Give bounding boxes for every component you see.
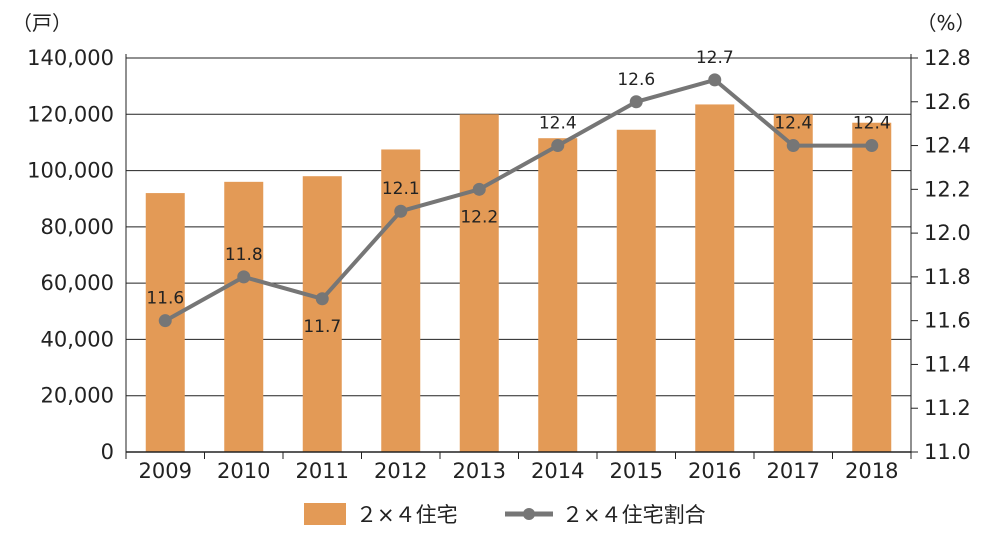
y-left-tick-label: 20,000 <box>41 384 114 408</box>
y-right-tick-label: 12.8 <box>924 46 971 70</box>
x-tick-label: 2015 <box>610 459 663 483</box>
x-tick-label: 2018 <box>845 459 898 483</box>
y-left-tick-label: 140,000 <box>27 46 114 70</box>
x-tick-label: 2016 <box>688 459 741 483</box>
line-point-2010 <box>237 270 251 284</box>
legend-line-label: ２×４住宅割合 <box>562 503 706 527</box>
line-point-2016 <box>708 73 722 87</box>
y-left-tick-label: 80,000 <box>41 215 114 239</box>
bar-2017 <box>773 114 813 453</box>
data-label-2015: 12.6 <box>617 70 655 90</box>
right-y-tick-labels: 11.0 11.2 11.4 11.6 11.8 12.0 12.2 12.4 12.6 12.8 <box>924 46 971 464</box>
line-point-2009 <box>158 314 172 328</box>
data-label-2018: 12.4 <box>853 114 891 134</box>
y-right-tick-label: 11.6 <box>924 309 971 333</box>
line-series <box>158 73 879 328</box>
data-label-2012: 12.1 <box>382 179 420 199</box>
bar-2012 <box>381 149 421 452</box>
data-labels: 11.6 11.8 11.7 12.1 12.2 12.4 12.6 12.7 12.4 12.4 <box>146 48 890 337</box>
line-point-2015 <box>629 95 643 109</box>
y-right-tick-label: 11.2 <box>924 396 971 420</box>
bar-2013 <box>459 114 499 453</box>
y-left-tick-label: 100,000 <box>27 159 114 183</box>
x-tick-label: 2011 <box>296 459 349 483</box>
bar-2014 <box>538 138 578 452</box>
y-left-tick-label: 0 <box>101 440 114 464</box>
line-point-2012 <box>394 204 408 218</box>
line-point-2018 <box>865 139 879 153</box>
line-point-2014 <box>551 139 565 153</box>
x-tick-label: 2017 <box>767 459 820 483</box>
bar-2015 <box>616 129 656 452</box>
data-label-2017: 12.4 <box>774 114 812 134</box>
line-point-2017 <box>786 139 800 153</box>
line-point-2013 <box>472 182 486 196</box>
y-left-tick-label: 120,000 <box>27 102 114 126</box>
data-label-2016: 12.7 <box>696 48 734 68</box>
legend-bar-label: ２×４住宅 <box>356 503 458 527</box>
x-tick-labels: 2009 2010 2011 2012 2013 2014 2015 2016 2017 2018 <box>139 459 899 483</box>
x-tick-label: 2009 <box>139 459 192 483</box>
x-tick-label: 2012 <box>374 459 427 483</box>
x-tick-label: 2014 <box>531 459 584 483</box>
y-right-tick-label: 12.0 <box>924 221 971 245</box>
data-label-2011: 11.7 <box>303 317 341 337</box>
bar-2010 <box>224 181 264 453</box>
y-right-tick-label: 12.6 <box>924 90 971 114</box>
line-path <box>164 77 872 323</box>
legend-line-marker <box>523 508 535 520</box>
right-axis-unit: （%） <box>916 11 975 35</box>
y-right-tick-label: 12.2 <box>924 177 971 201</box>
y-right-tick-label: 12.4 <box>924 134 971 158</box>
data-label-2009: 11.6 <box>146 289 184 309</box>
axes <box>125 54 918 459</box>
bar-2011 <box>302 176 342 452</box>
y-right-tick-label: 11.8 <box>924 265 971 289</box>
y-left-tick-label: 40,000 <box>41 327 114 351</box>
data-label-2013: 12.2 <box>460 207 498 227</box>
data-label-2010: 11.8 <box>225 245 263 265</box>
y-right-tick-label: 11.4 <box>924 352 971 376</box>
y-left-tick-label: 60,000 <box>41 271 114 295</box>
x-tick-label: 2013 <box>453 459 506 483</box>
left-y-tick-labels: 0 20,000 40,000 60,000 80,000 100,000 120,000 1… <box>27 46 114 464</box>
legend: ２×４住宅 ２×４住宅割合 <box>304 503 706 527</box>
bar-2018 <box>852 122 892 452</box>
line-point-2011 <box>315 292 329 306</box>
x-tick-label: 2010 <box>217 459 270 483</box>
bar-2016 <box>695 104 735 452</box>
data-label-2014: 12.4 <box>539 114 577 134</box>
left-axis-unit: （戸） <box>12 11 72 35</box>
legend-bar-swatch <box>304 503 346 525</box>
bar-series <box>145 104 892 453</box>
y-right-tick-label: 11.0 <box>924 440 971 464</box>
